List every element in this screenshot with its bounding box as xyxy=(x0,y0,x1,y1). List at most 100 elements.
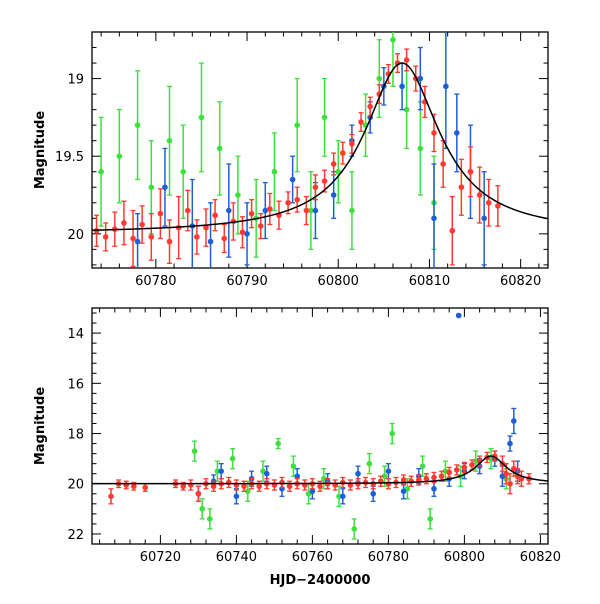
data-point xyxy=(226,207,232,214)
data-point xyxy=(198,114,205,121)
data-point xyxy=(446,469,453,476)
data-point xyxy=(134,238,141,245)
data-point xyxy=(403,57,410,63)
data-point xyxy=(218,468,224,474)
data-point xyxy=(309,488,316,495)
data-point xyxy=(389,430,396,437)
data-point xyxy=(335,168,342,175)
data-point xyxy=(443,83,449,90)
data-point xyxy=(235,192,241,198)
data-point xyxy=(180,483,186,490)
data-point xyxy=(121,220,127,226)
data-point xyxy=(229,455,236,462)
x-tick-label: 60820 xyxy=(520,550,561,565)
data-point xyxy=(286,483,293,490)
data-point xyxy=(330,161,337,167)
data-point xyxy=(148,234,155,240)
data-point xyxy=(321,114,328,121)
series-0 xyxy=(93,48,501,268)
data-point xyxy=(376,75,383,82)
data-point xyxy=(294,122,301,128)
bottom-panel: 60720 60740 60760 60780 60800 60820 14 16 18 20 22… xyxy=(33,307,561,588)
y-tick-label: 19.5 xyxy=(55,150,84,165)
data-point xyxy=(495,203,501,209)
data-point xyxy=(511,418,517,424)
plot-area xyxy=(92,32,548,268)
data-point xyxy=(399,83,405,90)
data-point xyxy=(417,145,424,152)
data-point xyxy=(455,312,462,319)
plot-frame xyxy=(91,307,549,545)
series-1 xyxy=(195,312,521,505)
x-tick-label: 60790 xyxy=(226,274,267,289)
data-point xyxy=(385,468,392,474)
y-tick-label: 14 xyxy=(67,327,84,342)
data-point xyxy=(417,75,424,82)
x-tick-label: 60780 xyxy=(368,550,409,565)
data-point xyxy=(279,479,285,486)
x-tick-label: 60720 xyxy=(140,550,181,565)
data-point xyxy=(507,480,513,487)
data-point xyxy=(157,210,164,217)
y-tick-label: 19 xyxy=(67,73,84,88)
data-point xyxy=(431,130,437,136)
data-point xyxy=(131,483,137,490)
data-point xyxy=(400,488,407,495)
data-point xyxy=(203,224,209,231)
data-point xyxy=(207,516,213,522)
x-tick-label: 60780 xyxy=(135,274,176,289)
data-point xyxy=(449,227,456,234)
data-point xyxy=(199,506,205,512)
data-point xyxy=(461,464,468,471)
data-point xyxy=(134,122,141,128)
data-point xyxy=(207,238,214,245)
data-point xyxy=(102,234,109,240)
x-tick-label: 60800 xyxy=(318,274,359,289)
y-axis-title: Magnitude xyxy=(33,387,48,466)
data-point xyxy=(467,168,474,175)
data-point xyxy=(370,490,377,497)
data-point xyxy=(340,479,346,486)
data-point xyxy=(267,206,273,212)
data-point xyxy=(458,184,465,191)
data-point xyxy=(454,130,460,136)
series-0 xyxy=(108,450,532,505)
data-point xyxy=(321,178,328,184)
data-point xyxy=(241,483,247,490)
y-tick-label: 16 xyxy=(67,377,84,392)
data-point xyxy=(312,207,319,214)
data-point xyxy=(349,140,355,147)
data-point xyxy=(262,207,269,214)
data-point xyxy=(303,207,310,214)
plot-area xyxy=(92,312,548,540)
x-tick-label: 60800 xyxy=(444,550,485,565)
data-point xyxy=(244,231,250,237)
data-point xyxy=(390,36,396,43)
data-point xyxy=(503,470,510,477)
data-point xyxy=(476,192,483,198)
data-point xyxy=(166,137,173,144)
data-point xyxy=(366,460,373,467)
data-point xyxy=(116,153,123,160)
x-tick-label: 60810 xyxy=(409,274,450,289)
data-point xyxy=(210,483,217,490)
data-point xyxy=(330,192,337,198)
data-point xyxy=(507,440,513,447)
x-tick-label: 60820 xyxy=(500,274,541,289)
y-tick-label: 22 xyxy=(67,528,84,543)
data-point xyxy=(367,103,373,110)
data-point xyxy=(308,207,314,214)
data-point xyxy=(221,235,228,242)
data-point xyxy=(340,150,346,156)
data-point xyxy=(289,176,296,183)
data-point xyxy=(340,493,346,500)
data-point xyxy=(195,490,202,497)
data-point xyxy=(440,161,446,167)
y-tick-label: 20 xyxy=(67,478,84,493)
y-tick-label: 20 xyxy=(67,228,84,243)
data-point xyxy=(431,485,437,492)
data-point xyxy=(233,493,240,500)
data-point xyxy=(130,235,136,242)
